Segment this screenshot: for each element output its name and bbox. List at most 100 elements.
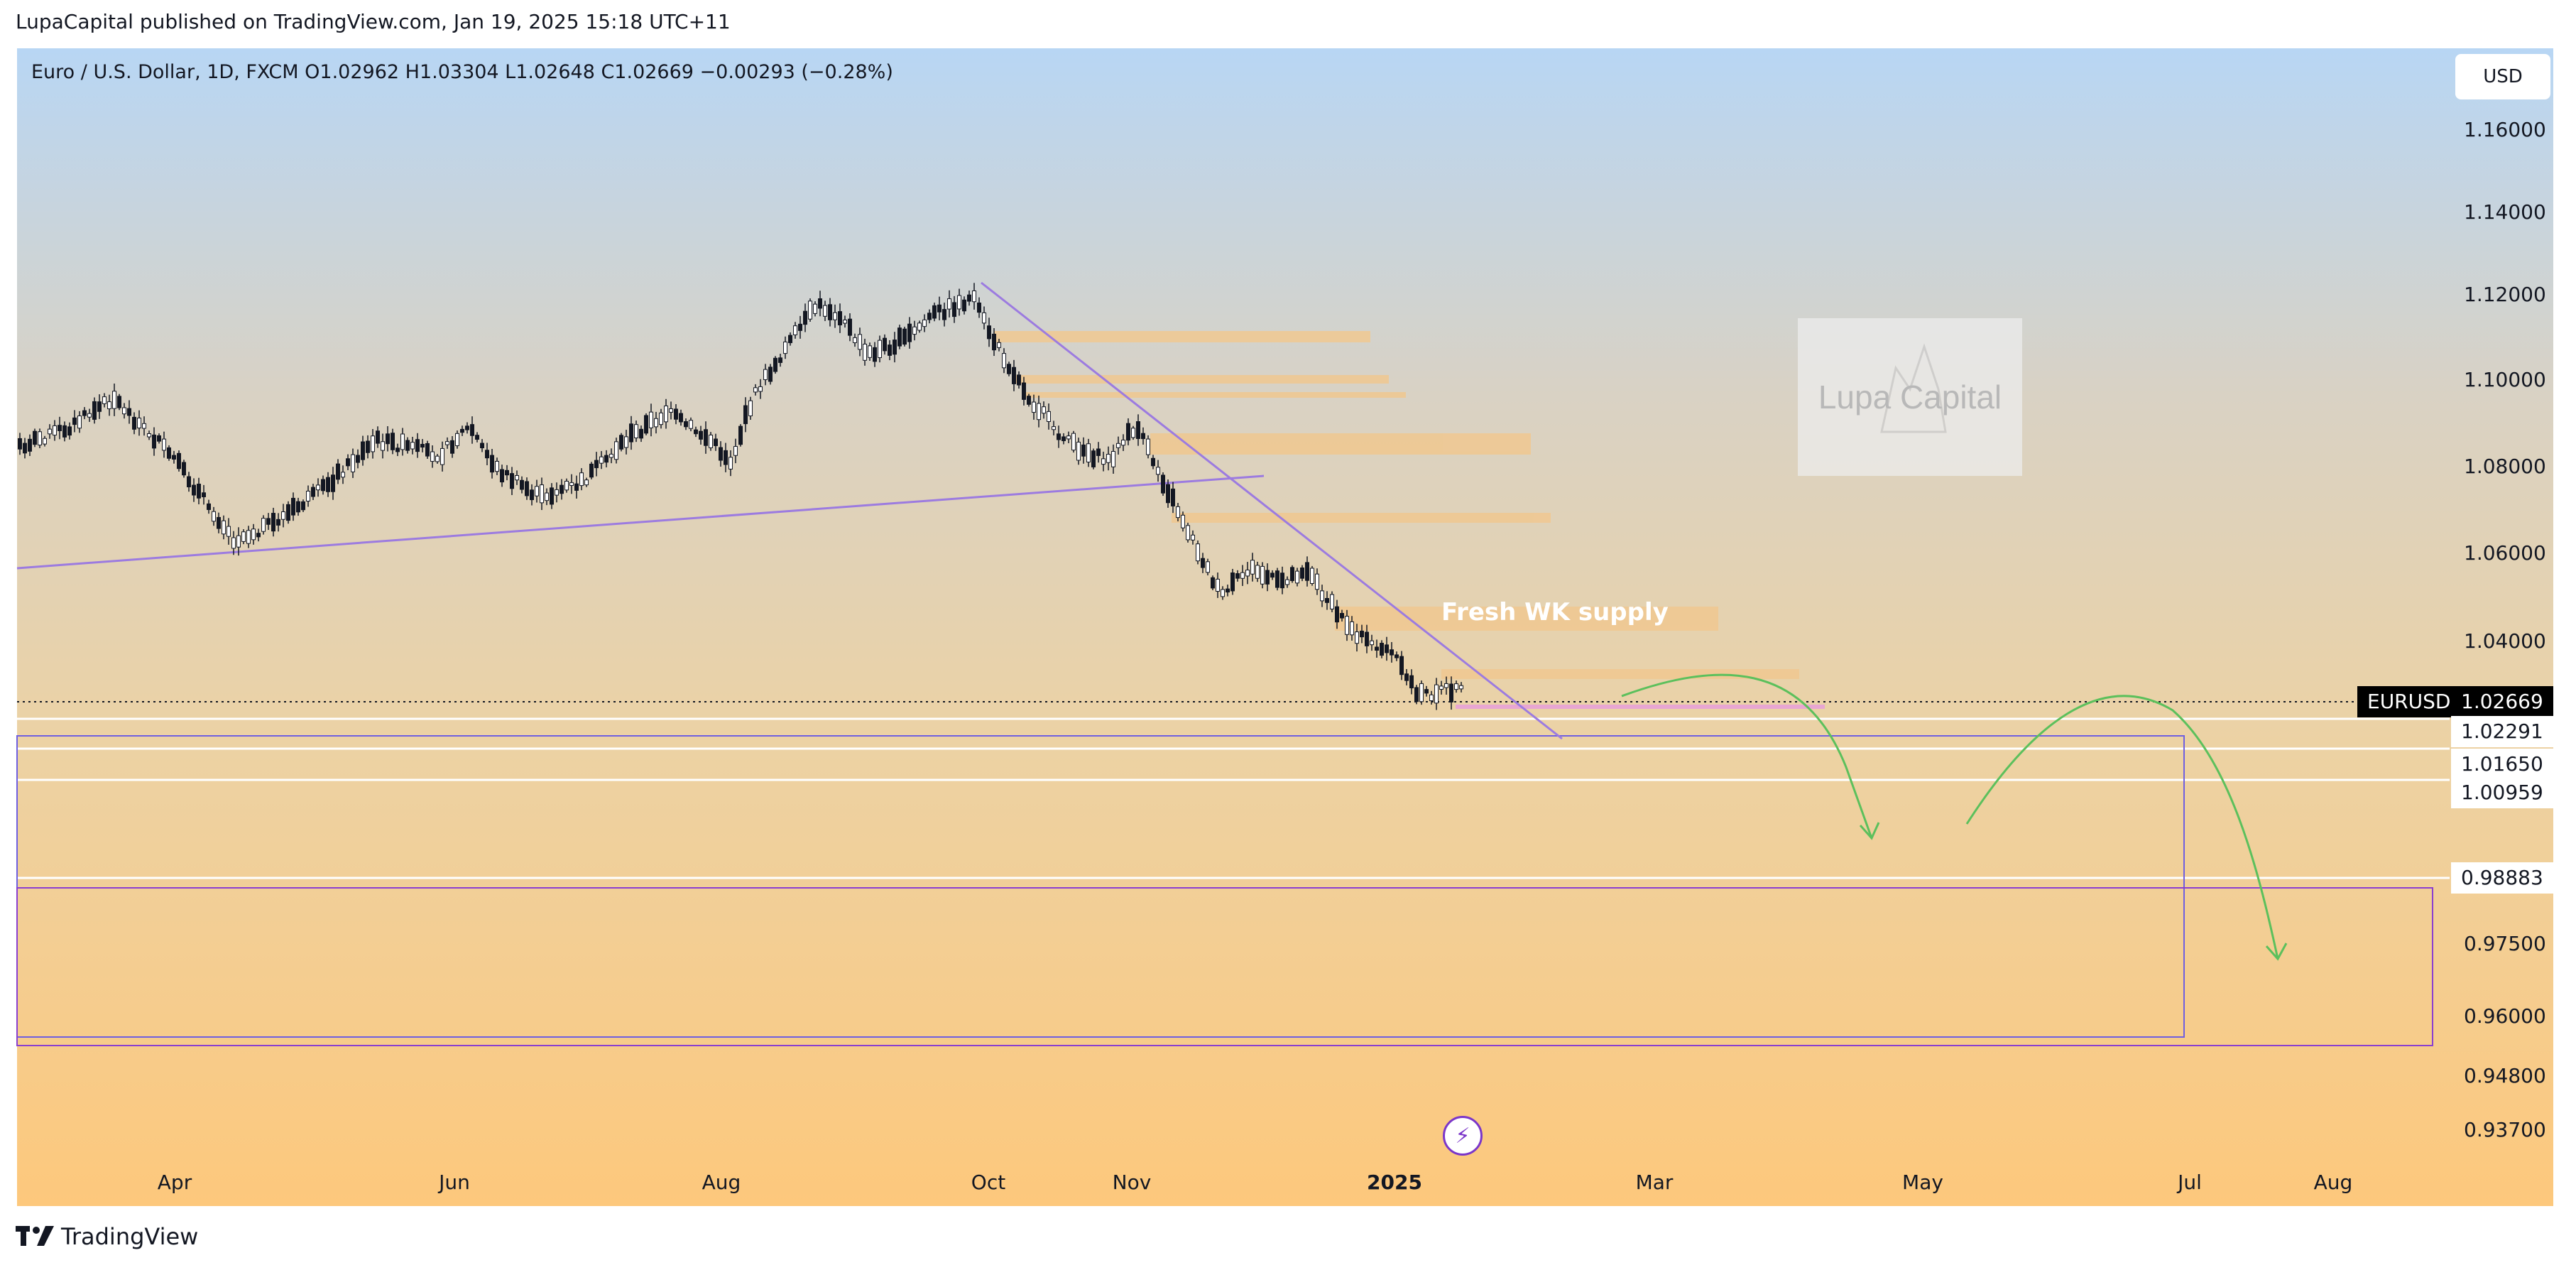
- candle-body: [629, 423, 633, 443]
- candle-body: [604, 455, 608, 463]
- price-axis-label: 1.10000: [2464, 368, 2546, 391]
- candle-body: [1390, 649, 1394, 656]
- candle-body: [823, 305, 827, 317]
- candle-body: [177, 452, 181, 470]
- candle-body: [937, 304, 942, 313]
- flash-icon[interactable]: ⚡: [1443, 1116, 1483, 1156]
- currency-button[interactable]: USD: [2455, 54, 2550, 99]
- candle-body: [758, 386, 763, 392]
- time-axis-label: Nov: [1112, 1171, 1152, 1194]
- candle-body: [381, 441, 385, 451]
- candle-body: [1017, 374, 1021, 386]
- candle-body: [336, 463, 340, 480]
- candle-body: [803, 310, 807, 325]
- candle-body: [425, 443, 430, 457]
- candle-body: [222, 520, 226, 535]
- candle-body: [1449, 683, 1453, 702]
- candle-body: [1096, 448, 1101, 456]
- candle-body: [361, 441, 365, 460]
- symbol-header: Euro / U.S. Dollar, 1D, FXCM O1.02962 H1…: [31, 61, 893, 83]
- candle-body: [704, 429, 708, 446]
- candle-body: [773, 357, 777, 372]
- candle-body: [1270, 572, 1275, 578]
- chart-area[interactable]: [17, 48, 2553, 1206]
- candle-body: [689, 420, 693, 429]
- time-axis-label: Jul: [2178, 1171, 2202, 1194]
- watermark-text: Lupa Capital: [1818, 379, 2002, 416]
- candle-body: [58, 425, 62, 431]
- candle-body: [1404, 673, 1409, 681]
- candle-body: [505, 470, 509, 476]
- candle-body: [748, 400, 753, 417]
- candle-body: [654, 418, 658, 428]
- candle-body: [813, 303, 817, 314]
- candle-body: [1360, 630, 1364, 638]
- candle-body: [778, 357, 782, 363]
- candle-body: [783, 341, 787, 354]
- candle-body: [212, 511, 216, 522]
- candle-body: [1171, 488, 1175, 506]
- price-axis-label: 0.94800: [2464, 1064, 2546, 1087]
- time-axis-label: 2025: [1367, 1171, 1422, 1194]
- candle-body: [674, 408, 678, 420]
- candle-body: [1355, 631, 1359, 644]
- candle-body: [520, 479, 524, 490]
- price-axis-label: 0.96000: [2464, 1004, 2546, 1028]
- candle-body: [261, 518, 266, 532]
- footer-brand[interactable]: TradingView: [16, 1223, 198, 1250]
- candle-body: [256, 533, 261, 538]
- candle-body: [1260, 565, 1265, 585]
- candle-body: [1310, 568, 1314, 584]
- candle-body: [1151, 457, 1155, 467]
- candle-body: [485, 450, 489, 459]
- time-axis-label: May: [1902, 1171, 1943, 1194]
- candle-body: [470, 424, 474, 436]
- candle-body: [957, 295, 961, 310]
- candle-body: [371, 435, 375, 452]
- candle-body: [1454, 683, 1458, 690]
- candle-body: [1330, 594, 1334, 609]
- candle-body: [43, 438, 47, 445]
- publisher-line: LupaCapital published on TradingView.com…: [16, 10, 731, 33]
- footer-brand-label: TradingView: [61, 1223, 199, 1250]
- candle-body: [137, 418, 141, 429]
- candle-body: [291, 497, 295, 516]
- candle-body: [435, 455, 440, 462]
- candle-body: [281, 511, 285, 520]
- candle-body: [952, 302, 956, 318]
- wolf-logo-icon: [1880, 343, 1947, 433]
- candle-body: [1047, 411, 1051, 422]
- candle-body: [1255, 565, 1260, 579]
- candle-body: [391, 433, 395, 450]
- candle-body: [227, 526, 231, 537]
- candle-body: [1226, 588, 1230, 593]
- candle-body: [614, 441, 618, 460]
- watermark: Lupa Capital: [1798, 318, 2022, 476]
- candle-body: [107, 401, 111, 410]
- level-tag: 1.00959: [2451, 777, 2553, 808]
- candle-body: [28, 438, 32, 452]
- candle-body: [286, 504, 290, 521]
- candle-body: [1022, 382, 1026, 400]
- candle-body: [48, 428, 52, 435]
- candle-body: [719, 447, 723, 461]
- candle-body: [1459, 685, 1463, 690]
- candle-body: [490, 455, 494, 473]
- candle-body: [1399, 656, 1404, 675]
- candle-body: [1166, 484, 1170, 504]
- candle-body: [1216, 578, 1220, 592]
- candle-body: [1300, 568, 1304, 579]
- candle-body: [962, 299, 966, 312]
- candle-body: [53, 425, 57, 436]
- supply-zone: [1015, 375, 1389, 384]
- candle-body: [77, 416, 82, 429]
- candle-body: [376, 430, 380, 444]
- candle-body: [545, 492, 549, 501]
- candle-body: [1280, 572, 1284, 589]
- candle-body: [1365, 631, 1369, 646]
- candle-body: [167, 447, 171, 459]
- candle-body: [38, 431, 42, 446]
- candle-body: [271, 513, 275, 532]
- projection-arc-1: [1621, 673, 1873, 839]
